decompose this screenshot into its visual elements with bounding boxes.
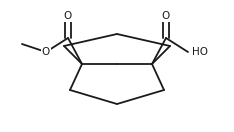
Text: O: O — [42, 47, 50, 57]
Text: O: O — [162, 11, 170, 21]
Text: O: O — [64, 11, 72, 21]
Text: HO: HO — [192, 47, 208, 57]
